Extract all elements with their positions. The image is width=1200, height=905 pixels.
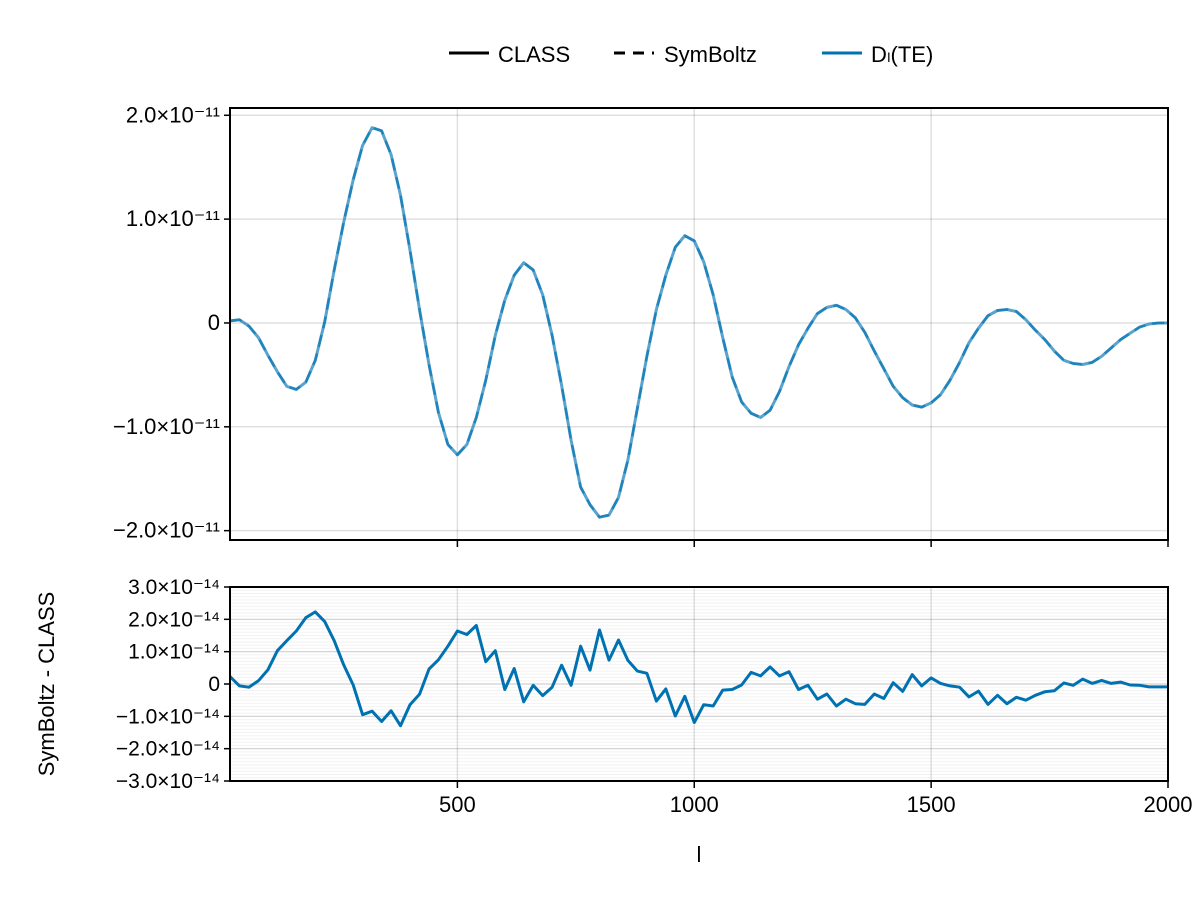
legend-label-class: CLASS — [498, 42, 570, 67]
y-tick-label: −1.0×10⁻¹¹ — [113, 414, 220, 439]
plot-frame — [229, 107, 1169, 541]
series-line-symboltz — [229, 126, 1168, 519]
y-tick-label: 2.0×10⁻¹¹ — [126, 102, 220, 127]
x-tick-label: 1000 — [670, 792, 719, 817]
x-tick-label: 1500 — [907, 792, 956, 817]
y-tick-label: −2.0×10⁻¹⁴ — [116, 738, 220, 761]
y-tick-label: 0 — [208, 673, 220, 696]
legend-label-dl-te: Dₗ(TE) — [871, 42, 933, 67]
legend-label-symboltz: SymBoltz — [664, 42, 757, 67]
y-tick-label: −1.0×10⁻¹⁴ — [116, 705, 220, 728]
y-tick-label: 1.0×10⁻¹¹ — [126, 206, 220, 231]
y-tick-label: −3.0×10⁻¹⁴ — [116, 770, 220, 793]
y-tick-label: 3.0×10⁻¹⁴ — [128, 576, 220, 599]
x-tick-label: 2000 — [1144, 792, 1193, 817]
x-tick-label: 500 — [439, 792, 476, 817]
bottom-y-axis-label: SymBoltz - CLASS — [34, 592, 59, 777]
y-tick-label: −2.0×10⁻¹¹ — [113, 518, 220, 543]
y-tick-label: 0 — [208, 310, 220, 335]
legend: CLASS SymBoltz Dₗ(TE) — [449, 42, 933, 67]
legend-entry-class: CLASS — [449, 42, 570, 67]
bottom-x-axis-label: l — [697, 842, 702, 867]
y-tick-label: 1.0×10⁻¹⁴ — [128, 641, 220, 664]
legend-entry-symboltz: SymBoltz — [614, 42, 757, 67]
bottom-panel: −3.0×10⁻¹⁴ −2.0×10⁻¹⁴ −1.0×10⁻¹⁴ 0 1.0×10⁻¹⁴… — [116, 576, 1193, 817]
top-panel: −2.0×10⁻¹¹ −1.0×10⁻¹¹ 0 1.0×10⁻¹¹ 2.0×10⁻¹¹ — [113, 102, 1169, 547]
series-line-symboltz-class — [228, 610, 1168, 728]
y-tick-label: 2.0×10⁻¹⁴ — [128, 608, 220, 631]
legend-entry-dl-te: Dₗ(TE) — [822, 42, 933, 67]
